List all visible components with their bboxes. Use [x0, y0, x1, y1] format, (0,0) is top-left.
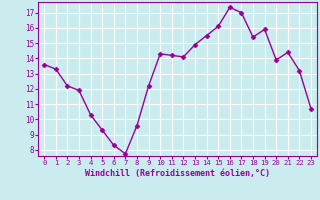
X-axis label: Windchill (Refroidissement éolien,°C): Windchill (Refroidissement éolien,°C): [85, 169, 270, 178]
